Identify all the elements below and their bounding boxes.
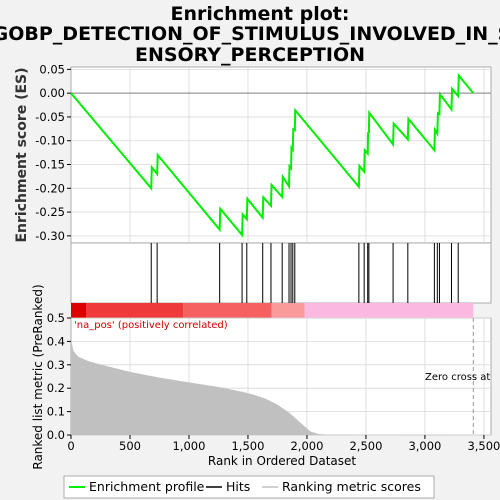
x-axis-ticks: 0 500 1,000 1,500 2,000 2,500 3,000 3,500 [67,435,500,453]
es-y-axis-label: Enrichment score (ES) [14,67,30,242]
es-ytick-label-3: -0.10 [35,134,65,148]
ranking-metric-area [71,339,474,435]
legend-label-hits: Hits [226,479,250,494]
es-panel [70,66,492,244]
es-y-ticks: 0.05 0.00 -0.05 -0.10 -0.15 -0.20 -0.25 -0.30 [35,62,71,243]
xtick-label-7: 3,500 [467,439,500,453]
title-line-1: Enrichment plot: [171,3,350,25]
positive-correlation-label: 'na_pos' (positively correlated) [74,320,228,331]
xtick-label-5: 2,500 [349,439,382,453]
legend-label-ranking: Ranking metric scores [282,479,421,494]
metric-ytick-label-0: 0.0 [47,428,65,442]
xtick-label-0: 0 [67,439,74,453]
chart-title: Enrichment plot: GOBP_DETECTION_OF_STIMU… [0,3,500,66]
legend-label-enrichment: Enrichment profile [89,479,205,494]
metric-ytick-label-3: 0.3 [47,358,65,372]
x-axis-label: Rank in Ordered Dataset [208,454,356,468]
metric-y-axis-label: Ranked list metric (PreRanked) [31,284,45,469]
metric-ytick-label-4: 0.4 [47,334,65,348]
color-segment-2 [183,303,272,318]
title-line-2: GOBP_DETECTION_OF_STIMULUS_INVOLVED_IN_S [0,23,500,45]
metric-ytick-label-1: 0.1 [47,405,65,419]
hits-panel [70,242,492,304]
xtick-label-1: 500 [119,439,141,453]
es-ytick-label-0: 0.05 [39,62,65,76]
legend-box [63,475,435,499]
es-ytick-label-6: -0.25 [35,205,65,219]
xtick-label-4: 2,000 [290,439,323,453]
legend: Enrichment profile Hits Ranking metric s… [63,475,435,499]
hit-markers [150,243,459,303]
es-ytick-label-1: 0.00 [39,86,65,100]
es-ytick-label-5: -0.20 [35,181,65,195]
es-ytick-label-4: -0.15 [35,158,65,172]
es-ytick-label-7: -0.30 [35,229,65,243]
metric-ytick-label-5: 0.5 [47,311,65,325]
color-segment-1 [86,303,184,318]
color-segment-3 [271,303,305,318]
xtick-label-2: 1,000 [173,439,206,453]
color-segment-0 [71,303,87,318]
xtick-label-3: 1,500 [231,439,264,453]
metric-ytick-label-2: 0.2 [47,381,65,395]
xtick-label-6: 3,000 [408,439,441,453]
es-ytick-label-2: -0.05 [35,110,65,124]
title-line-3: ENSORY_PERCEPTION [135,44,365,66]
color-segment-4 [304,303,474,318]
ranking-color-bar [71,303,474,318]
enrichment-profile-line [70,72,475,238]
metric-y-ticks: 0.0 0.1 0.2 0.3 0.4 0.5 [47,311,71,442]
zero-cross-label: Zero cross at [425,372,490,383]
